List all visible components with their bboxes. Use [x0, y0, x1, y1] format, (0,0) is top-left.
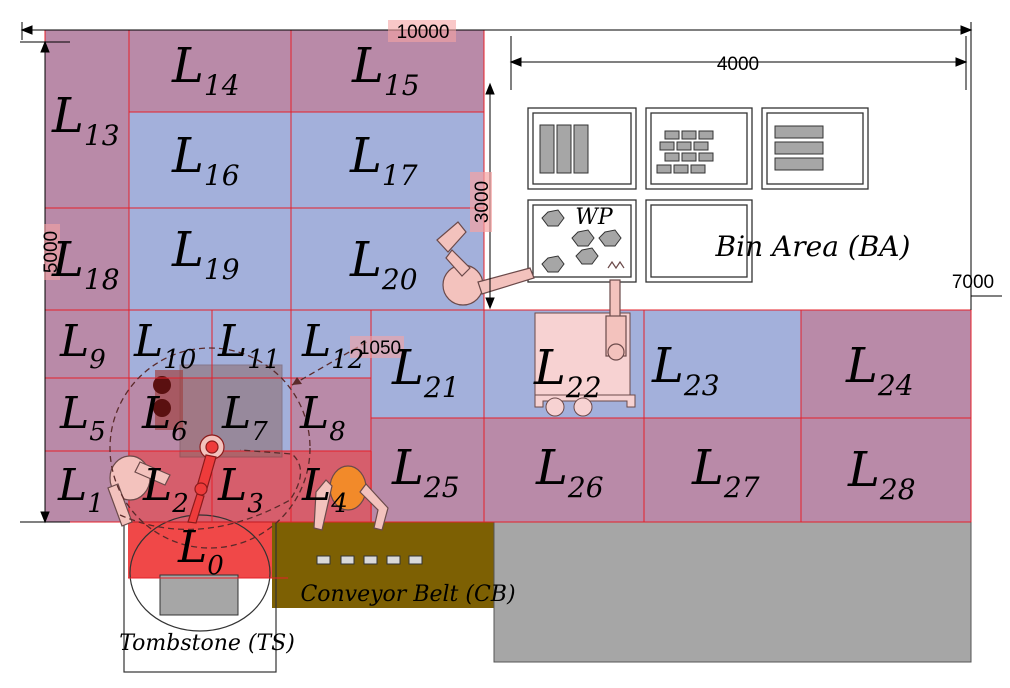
zone-label-L18: L18 — [51, 232, 120, 296]
zone-L15-area — [291, 30, 484, 112]
zone-grid — [44, 29, 972, 579]
zone-label-L13: L13 — [51, 88, 120, 152]
zone-label-L28: L28 — [847, 442, 916, 506]
captions: WP Bin Area (BA) Conveyor Belt (CB) Tomb… — [119, 205, 910, 656]
reach-arrow-head — [292, 377, 302, 385]
dim-highlight-3000 — [470, 172, 492, 232]
workstation-spindle-2 — [153, 399, 171, 417]
zone-label-L9: L9 — [59, 316, 106, 375]
zone-L21-area — [371, 310, 484, 418]
robot-swing-path — [119, 449, 302, 531]
zone-label-L16: L16 — [171, 128, 240, 192]
robot-left — [107, 455, 171, 527]
zone-label-L12: L12 — [301, 316, 364, 375]
zone-label-L20: L20 — [349, 232, 418, 296]
tombstone-fixture — [129, 514, 271, 632]
zone-label-L0: L0 — [177, 522, 224, 581]
robot-bin-picker — [436, 221, 535, 306]
dim-overall-width: 10000 — [397, 22, 450, 43]
zone-label-L1: L1 — [57, 460, 104, 519]
zone-L23-area — [644, 310, 801, 418]
zone-L13-area — [45, 30, 129, 208]
robot-tombstone — [187, 434, 225, 524]
zone-L16-area — [129, 112, 291, 208]
dim-robot-reach: 1050 — [359, 338, 401, 359]
dim-highlight-10000 — [388, 20, 456, 42]
zone-L26-area — [484, 418, 644, 522]
zone-L17-area — [291, 112, 484, 208]
dim-bin-area-width: 4000 — [717, 54, 759, 75]
zone-labels: L0 L1 L2 L3 L4 L5 L6 L7 L8 L9 L10 L11 L12 L13 L14 L15 L1… — [51, 38, 916, 581]
robot-gantry — [605, 260, 627, 361]
dim-right-extent: 7000 — [952, 272, 994, 293]
zone-label-L15: L15 — [351, 38, 420, 102]
dimension-lines — [20, 22, 1002, 524]
zone-label-L14: L14 — [171, 38, 240, 102]
carriage-wheel — [573, 397, 593, 417]
workstation-block — [179, 364, 283, 458]
zone-label-L5: L5 — [59, 388, 106, 447]
zone-L24-area — [801, 310, 971, 418]
equipment — [123, 312, 972, 673]
zone-label-L6: L6 — [141, 388, 188, 447]
dim-highlight-1050 — [350, 336, 404, 358]
bin-area — [484, 30, 971, 310]
zone-label-L17: L17 — [349, 128, 418, 192]
robot-conveyor — [313, 465, 389, 531]
conveyor-parts — [316, 555, 423, 565]
bin-3 — [761, 107, 869, 190]
zone-label-L2: L2 — [142, 460, 189, 519]
zone-L25-area — [371, 418, 484, 522]
zone-L19-area — [129, 208, 291, 310]
zone-label-L24: L24 — [845, 338, 914, 402]
tombstone-base — [159, 574, 239, 616]
zone-label-L4: L4 — [301, 460, 348, 519]
dim-overall-height: 5000 — [41, 231, 62, 273]
zone-label-L23: L23 — [651, 338, 720, 402]
zone-label-L11: L11 — [217, 316, 280, 375]
zone-label-L27: L27 — [691, 440, 760, 504]
tombstone-label: Tombstone (TS) — [119, 631, 295, 656]
zone-label-L7: L7 — [221, 388, 268, 447]
bin-area-label: Bin Area (BA) — [715, 230, 911, 263]
conveyor-belt — [272, 522, 494, 608]
zone-label-L8: L8 — [299, 388, 346, 447]
zone-L27-area — [644, 418, 801, 522]
zone-fills — [45, 30, 971, 578]
zone-label-L22: L22 — [533, 340, 602, 404]
zone-label-L21: L21 — [391, 340, 460, 404]
bin-2 — [645, 107, 753, 190]
dim-highlight-5000 — [44, 224, 60, 280]
zone-label-L3: L3 — [217, 460, 264, 519]
robot-reach-envelope — [109, 347, 311, 549]
dim-bin-area-height: 3000 — [472, 181, 493, 223]
zone-L14-area — [129, 30, 291, 112]
dimension-labels: 10000 4000 5000 3000 7000 1050 — [41, 22, 994, 359]
machine-block — [493, 521, 972, 663]
bin-wp — [527, 199, 637, 283]
workstation-spindle — [153, 376, 171, 394]
wp-label: WP — [575, 205, 614, 230]
bin-1 — [527, 107, 637, 190]
zone-label-L25: L25 — [391, 440, 460, 504]
zone-label-L10: L10 — [133, 316, 196, 375]
zone-L28-area — [801, 418, 971, 522]
zone-label-L19: L19 — [171, 222, 240, 286]
bin-5 — [645, 199, 753, 283]
conveyor-belt-label: Conveyor Belt (CB) — [300, 582, 515, 607]
carriage-wheel — [545, 397, 565, 417]
zone-label-L26: L26 — [535, 440, 604, 504]
